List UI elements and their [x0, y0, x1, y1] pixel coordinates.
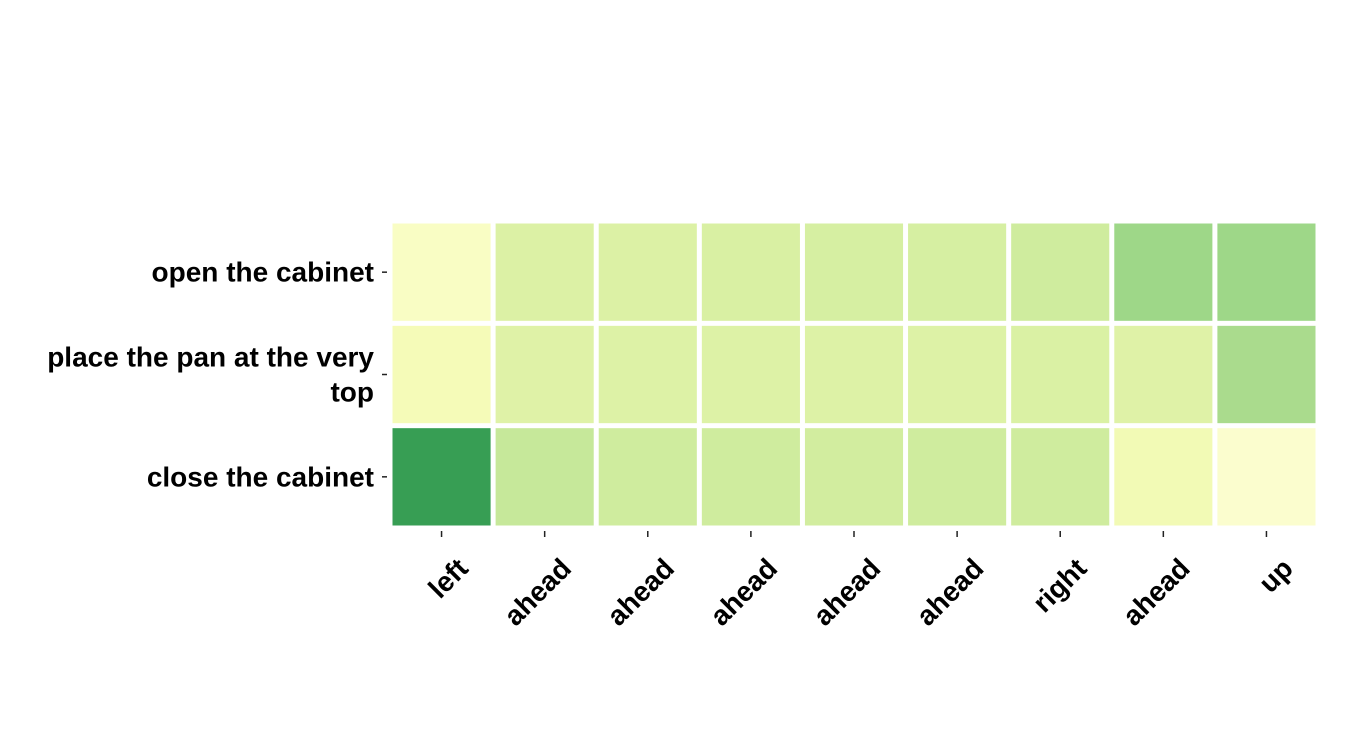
x-tick-label: up [1253, 552, 1299, 598]
heatmap-cell [1217, 428, 1316, 526]
y-tick-label: close the cabinet [147, 461, 374, 492]
heatmap-cell [908, 325, 1007, 424]
y-axis: open the cabinet place the pan at the ver… [47, 257, 387, 492]
heatmap-cell [598, 223, 697, 321]
heatmap-cell [1011, 223, 1110, 321]
heatmap-cell [495, 223, 594, 321]
heatmap-cell [701, 223, 800, 321]
heatmap-cell [598, 325, 697, 424]
x-tick-label: ahead [910, 552, 989, 631]
heatmap-cell [701, 325, 800, 424]
x-tick-label: ahead [807, 552, 886, 631]
x-tick-label: right [1027, 552, 1093, 618]
heatmap-cell [392, 428, 491, 526]
heatmap-cell [1011, 325, 1110, 424]
heatmap-cell [392, 223, 491, 321]
heatmap-cell [1114, 325, 1213, 424]
x-tick-label: ahead [704, 552, 783, 631]
heatmap-cell [701, 428, 800, 526]
y-tick-label: place the pan at the very [47, 342, 374, 373]
x-tick-label: ahead [601, 552, 680, 631]
x-tick-label: ahead [1117, 552, 1196, 631]
x-tick-label: left [422, 552, 474, 604]
heatmap-cell [804, 223, 904, 321]
heatmap-cell [495, 325, 594, 424]
heatmap-cell [1114, 428, 1213, 526]
heatmap-cell [1217, 223, 1316, 321]
heatmap-cell [804, 428, 904, 526]
heatmap-cell [1217, 325, 1316, 424]
heatmap-cell [1011, 428, 1110, 526]
heatmap-cell [598, 428, 697, 526]
y-tick-label: top [330, 377, 374, 408]
heatmap-cells [392, 223, 1316, 526]
heatmap-cell [908, 223, 1007, 321]
heatmap-cell [1114, 223, 1213, 321]
heatmap-cell [495, 428, 594, 526]
x-axis: left ahead ahead ahead ahead ahead right ahead u… [422, 531, 1299, 632]
y-tick-label: open the cabinet [152, 257, 374, 288]
heatmap-cell [392, 325, 491, 424]
x-tick-label: ahead [498, 552, 577, 631]
heatmap-cell [804, 325, 904, 424]
heatmap-cell [908, 428, 1007, 526]
